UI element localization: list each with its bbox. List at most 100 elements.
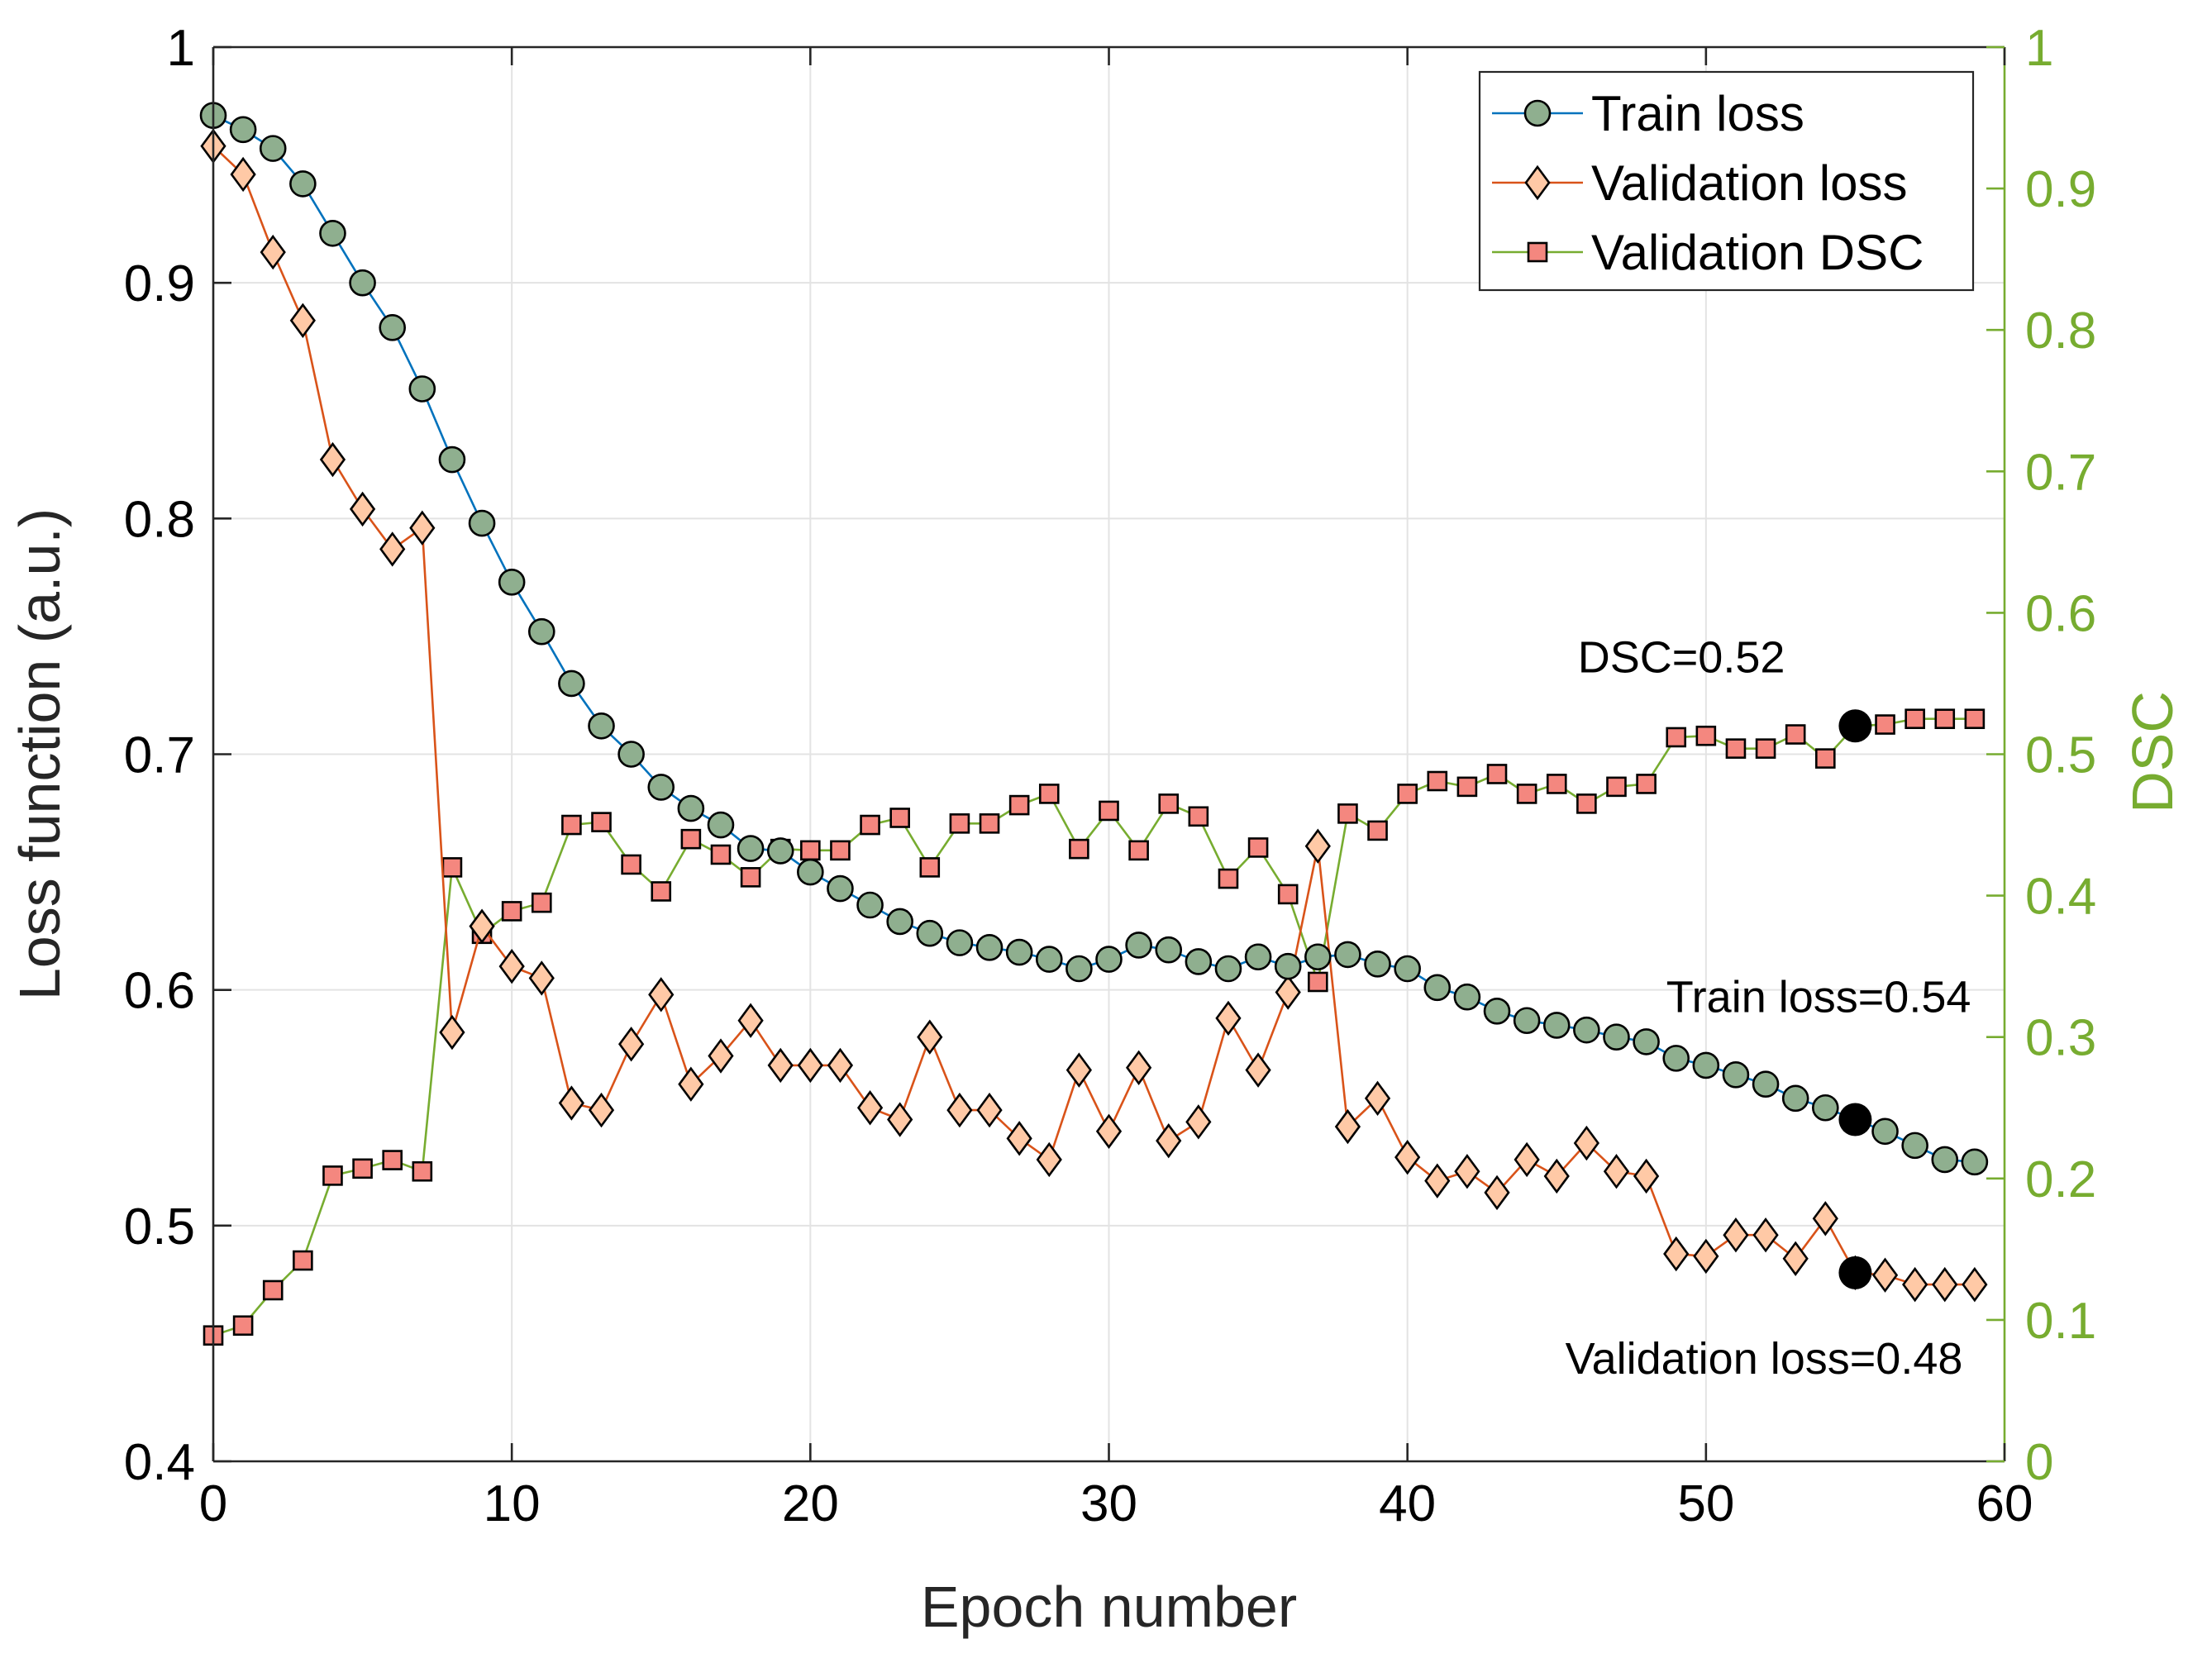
validation-dsc-point <box>1218 868 1239 889</box>
validation-loss-point <box>976 1092 1003 1128</box>
validation-loss-point <box>1394 1139 1421 1175</box>
y2-tick-label: 0.7 <box>2025 444 2096 501</box>
validation-loss-point <box>1871 1257 1899 1293</box>
train-loss-point <box>827 874 854 903</box>
validation-dsc-point <box>561 814 582 836</box>
train-loss-point <box>1573 1016 1600 1044</box>
validation-loss-point <box>469 908 495 944</box>
y2-tick-label: 0 <box>2025 1434 2053 1491</box>
validation-loss-point <box>887 1102 913 1137</box>
validation-dsc-point <box>1277 884 1299 905</box>
train-loss-point <box>1394 955 1421 983</box>
validation-dsc-point <box>830 840 851 861</box>
validation-loss-point <box>1424 1163 1451 1198</box>
validation-loss-point <box>1126 1050 1152 1085</box>
validation-loss-point <box>1095 1113 1123 1149</box>
legend-entry: Validation DSC <box>1492 225 1924 280</box>
validation-dsc-point <box>531 892 552 913</box>
validation-loss-point <box>678 1066 704 1102</box>
highlight-point <box>1838 1103 1872 1136</box>
train-loss-point <box>1155 936 1183 964</box>
validation-dsc-point <box>501 901 522 922</box>
y-tick-label: 0.7 <box>124 727 195 784</box>
train-loss-point <box>1125 932 1152 959</box>
train-loss-point <box>1692 1051 1720 1079</box>
validation-loss-point <box>1065 1052 1092 1088</box>
validation-dsc-point <box>262 1279 284 1301</box>
validation-loss-point <box>708 1038 734 1074</box>
validation-loss-point <box>1902 1266 1928 1303</box>
validation-dsc-point <box>1934 708 1956 730</box>
train-loss-point <box>1633 1028 1660 1055</box>
validation-dsc-point <box>1128 840 1149 861</box>
legend-label: Train loss <box>1591 86 1804 141</box>
validation-loss-point <box>1962 1266 1988 1303</box>
train-loss-point <box>349 269 376 297</box>
legend-label: Validation loss <box>1591 155 1907 211</box>
y2-tick-label: 0.8 <box>2025 303 2096 360</box>
x-axis-title: Epoch number <box>921 1575 1297 1639</box>
train-loss-point <box>289 170 317 198</box>
annotation-label: DSC=0.52 <box>1578 632 1785 682</box>
validation-loss-point <box>856 1090 884 1126</box>
validation-loss-point <box>1484 1175 1510 1211</box>
validation-loss-point <box>1454 1154 1480 1189</box>
validation-dsc-point <box>680 828 702 850</box>
x-tick-label: 50 <box>1677 1475 1734 1532</box>
train-loss-point <box>1722 1061 1750 1089</box>
validation-loss-point <box>319 441 346 478</box>
train-loss-point <box>1423 974 1452 1002</box>
y-tick-label: 0.8 <box>124 491 195 548</box>
validation-loss-point <box>1036 1141 1062 1178</box>
validation-dsc-point <box>1576 793 1597 814</box>
legend-label: Validation DSC <box>1591 225 1924 280</box>
validation-dsc-point <box>1725 738 1747 759</box>
validation-dsc-point <box>441 857 463 878</box>
validation-loss-point <box>230 156 256 193</box>
y2-tick-label: 0.1 <box>2025 1293 2096 1350</box>
y-tick-label: 0.5 <box>124 1198 195 1256</box>
validation-dsc-point <box>889 808 910 828</box>
validation-loss-point <box>349 491 376 527</box>
train-loss-point <box>1662 1045 1690 1072</box>
validation-dsc-point <box>412 1160 433 1182</box>
validation-dsc-point <box>860 814 880 836</box>
validation-dsc-point <box>1158 793 1180 814</box>
train-loss-point <box>498 569 526 596</box>
validation-loss-point <box>1782 1241 1809 1276</box>
validation-dsc-point <box>621 854 641 875</box>
y2-tick-label: 0.4 <box>2025 869 2096 926</box>
series-layer <box>199 102 1989 1346</box>
validation-loss-point <box>1543 1158 1570 1194</box>
validation-loss-point <box>1603 1154 1630 1189</box>
validation-dsc-point <box>1308 971 1328 993</box>
y-tick-label: 1 <box>167 20 195 77</box>
y2-tick-label: 0.2 <box>2025 1151 2096 1208</box>
validation-dsc-point <box>1875 714 1895 735</box>
train-loss-point <box>886 908 913 936</box>
validation-loss-point <box>289 303 316 338</box>
validation-loss-point <box>946 1092 973 1128</box>
validation-dsc-point <box>949 813 970 834</box>
validation-loss-point <box>1334 1108 1361 1145</box>
validation-dsc-point <box>919 857 941 878</box>
validation-loss-point <box>1275 974 1301 1010</box>
validation-dsc-point <box>740 867 761 888</box>
x-tick-label: 0 <box>199 1475 227 1532</box>
validation-loss-point <box>797 1047 823 1084</box>
train-loss-point <box>319 219 346 247</box>
validation-dsc-point <box>710 844 732 865</box>
annotations: DSC=0.52 Train loss=0.54 Validation loss=0… <box>1566 632 1971 1384</box>
train-loss-point <box>259 135 287 162</box>
train-loss-series <box>199 102 1989 1176</box>
validation-loss-point <box>1663 1236 1690 1272</box>
validation-loss-point <box>498 948 525 984</box>
validation-dsc-point <box>382 1150 403 1170</box>
legend-entry: Validation loss <box>1492 155 1907 211</box>
train-loss-point <box>1513 1007 1541 1035</box>
legend-marker <box>1523 99 1552 127</box>
validation-dsc-point <box>1905 708 1925 730</box>
train-loss-point <box>1065 955 1093 983</box>
train-loss-point <box>1812 1094 1839 1122</box>
y2-tick-label: 0.5 <box>2025 727 2096 784</box>
